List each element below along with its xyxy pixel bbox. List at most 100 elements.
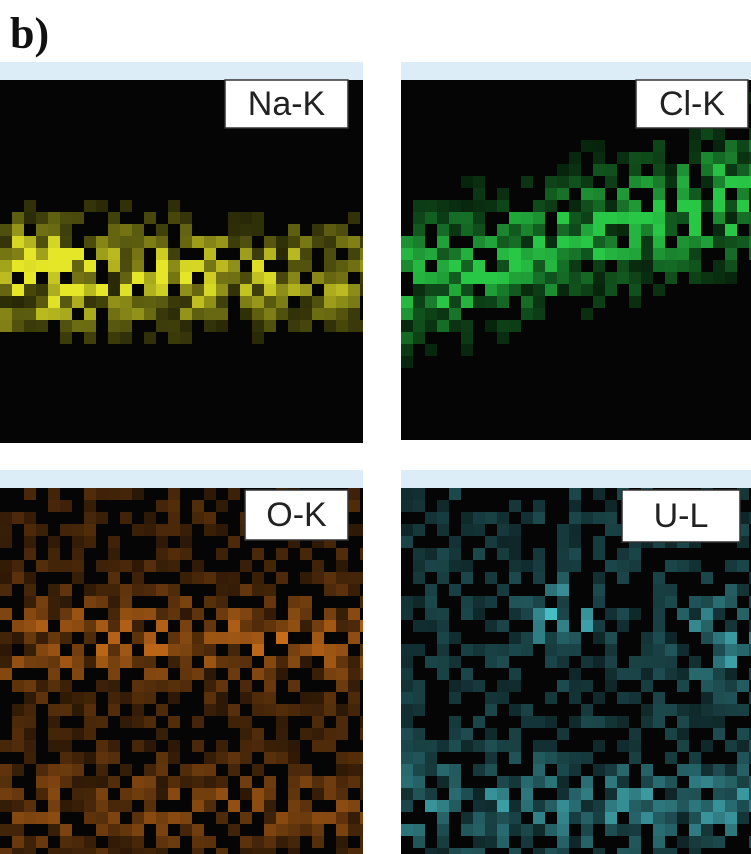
pixel: [725, 680, 737, 692]
pixel: [449, 308, 461, 320]
pixel: [665, 776, 677, 788]
pixel: [533, 608, 545, 620]
pixel: [401, 608, 413, 620]
pixel: [180, 272, 192, 284]
pixel: [605, 788, 617, 800]
pixel: [641, 272, 653, 284]
pixel: [264, 308, 276, 320]
pixel: [144, 284, 156, 296]
pixel: [473, 596, 485, 608]
pixel: [557, 272, 569, 284]
pixel: [449, 788, 461, 800]
pixel: [288, 260, 300, 272]
pixel: [713, 608, 725, 620]
pixel: [449, 224, 461, 236]
pixel: [605, 164, 617, 176]
pixel: [108, 272, 120, 284]
pixel: [425, 284, 437, 296]
pixel: [401, 692, 413, 704]
pixel: [252, 620, 264, 632]
pixel: [533, 236, 545, 248]
pixel: [108, 572, 120, 584]
pixel: [36, 812, 48, 824]
pixel: [737, 680, 749, 692]
pixel: [168, 692, 180, 704]
pixel: [72, 656, 84, 668]
pixel: [605, 656, 617, 668]
pixel: [228, 632, 240, 644]
pixel: [569, 512, 581, 524]
pixel: [677, 560, 689, 572]
pixel: [617, 572, 629, 584]
pixel: [413, 488, 425, 500]
pixel: [48, 728, 60, 740]
pixel: [617, 212, 629, 224]
pixel: [701, 692, 713, 704]
pixel: [156, 752, 168, 764]
pixel: [300, 572, 312, 584]
pixel: [641, 704, 653, 716]
pixel: [180, 596, 192, 608]
pixel: [84, 800, 96, 812]
pixel: [521, 704, 533, 716]
pixel: [348, 776, 360, 788]
pixel: [713, 644, 725, 656]
pixel: [533, 824, 545, 836]
pixel: [360, 812, 363, 824]
pixel: [156, 524, 168, 536]
pixel: [677, 260, 689, 272]
pixel: [24, 632, 36, 644]
pixel: [324, 620, 336, 632]
pixel: [180, 536, 192, 548]
pixel: [36, 284, 48, 296]
pixel: [509, 632, 521, 644]
pixel: [132, 740, 144, 752]
pixel: [36, 236, 48, 248]
pixel: [557, 260, 569, 272]
pixel: [240, 680, 252, 692]
pixel: [725, 164, 737, 176]
pixel: [360, 320, 363, 332]
pixel: [569, 812, 581, 824]
pixel: [228, 572, 240, 584]
pixel: [168, 788, 180, 800]
pixel: [617, 272, 629, 284]
pixel: [725, 200, 737, 212]
pixel: [0, 320, 12, 332]
pixel: [24, 848, 36, 854]
pixel: [593, 572, 605, 584]
pixel: [749, 572, 751, 584]
pixel: [749, 740, 751, 752]
pixel: [228, 488, 240, 500]
pixel: [485, 572, 497, 584]
pixel: [348, 488, 360, 500]
pixel: [449, 560, 461, 572]
pixel: [701, 236, 713, 248]
pixel: [413, 524, 425, 536]
pixel: [461, 668, 473, 680]
pixel: [192, 560, 204, 572]
pixel: [629, 740, 641, 752]
pixel: [132, 836, 144, 848]
pixel: [24, 680, 36, 692]
pixel: [653, 200, 665, 212]
pixel: [324, 320, 336, 332]
pixel: [72, 260, 84, 272]
pixel: [72, 320, 84, 332]
pixel: [252, 632, 264, 644]
pixel: [437, 296, 449, 308]
pixel: [605, 776, 617, 788]
pixel: [132, 680, 144, 692]
pixel: [689, 788, 701, 800]
pixel: [180, 332, 192, 344]
pixel: [665, 668, 677, 680]
pixel: [204, 776, 216, 788]
pixel: [300, 692, 312, 704]
pixel: [641, 764, 653, 776]
pixel: [324, 728, 336, 740]
pixel: [336, 224, 348, 236]
pixel: [713, 680, 725, 692]
pixel: [533, 560, 545, 572]
pixel: [144, 764, 156, 776]
pixel: [168, 680, 180, 692]
